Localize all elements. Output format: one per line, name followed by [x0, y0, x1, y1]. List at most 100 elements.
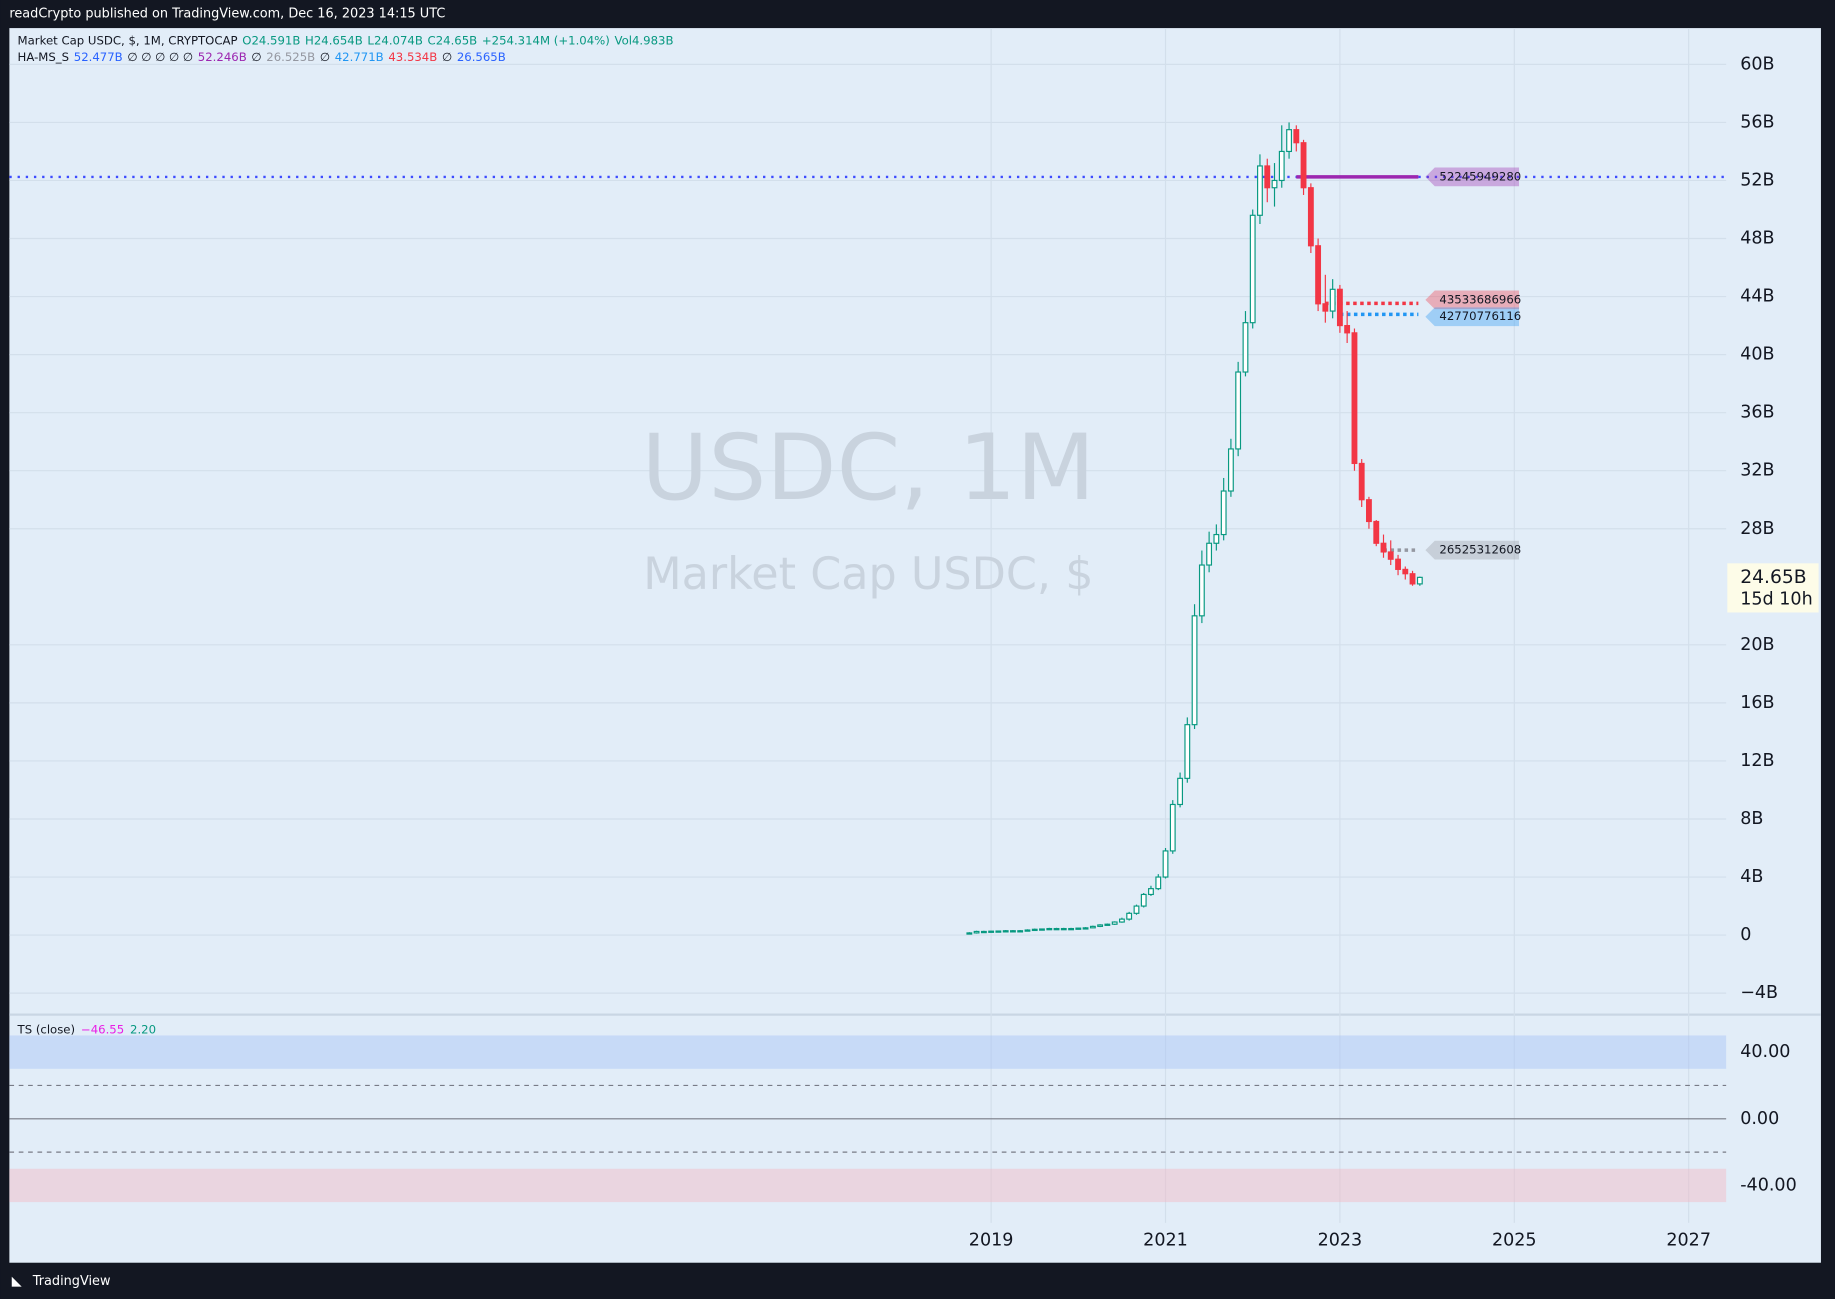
candle-body	[1140, 893, 1147, 907]
candle-body	[1351, 332, 1358, 465]
legend-item: ∅	[251, 50, 261, 64]
y-tick-label: 8B	[1740, 809, 1763, 829]
level-tag	[1425, 167, 1520, 187]
legend-item: L24.074B	[367, 33, 422, 47]
legend-item: C24.65B	[428, 33, 478, 47]
y-tick-label: −4B	[1740, 983, 1778, 1003]
y-tick-label: 16B	[1740, 693, 1774, 713]
candle-body	[1169, 803, 1176, 852]
osc-band	[9, 1168, 1727, 1203]
candle-body	[1358, 462, 1365, 501]
x-tick-label: 2025	[1492, 1230, 1537, 1250]
y-tick-label: 20B	[1740, 635, 1774, 655]
y-tick-label: 52B	[1740, 170, 1774, 190]
legend-item: Market Cap USDC, $, 1M, CRYPTOCAP	[18, 33, 238, 47]
legend-item: Vol4.983B	[615, 33, 674, 47]
candle-body	[1133, 905, 1140, 914]
candle-body	[1206, 542, 1213, 566]
y-tick-label: 36B	[1740, 403, 1774, 423]
price-tag	[1727, 563, 1819, 613]
candle-body	[1010, 930, 1016, 933]
candle-body	[966, 932, 973, 935]
candle-body	[1329, 288, 1336, 312]
legend-item: HA-MS_S	[18, 50, 70, 64]
candle-body	[1307, 187, 1314, 247]
candle-body	[1416, 576, 1423, 585]
publisher: readCrypto published on TradingView.com,…	[9, 7, 445, 22]
legend-item: O24.591B	[242, 33, 300, 47]
y-tick-label: 40B	[1740, 345, 1774, 365]
osc-tick-label: 0.00	[1740, 1109, 1779, 1129]
level-label: 42770776116	[1439, 309, 1521, 323]
candle-body	[1366, 499, 1372, 523]
candle-body	[1257, 165, 1263, 216]
level-tag	[1425, 290, 1520, 310]
legend-item: 26.565B	[457, 50, 506, 64]
candle-body	[988, 930, 995, 933]
candle-body	[1031, 928, 1038, 932]
osc-tick-label: -40.00	[1740, 1175, 1797, 1195]
candle-body	[1387, 551, 1394, 560]
candle-body	[1409, 573, 1416, 585]
candle-body	[1075, 927, 1082, 930]
candle-body	[1126, 912, 1133, 920]
candle-body	[1227, 448, 1234, 492]
candle-body	[1278, 150, 1285, 182]
candle-body	[1104, 923, 1111, 926]
candle-body	[1249, 214, 1256, 324]
x-tick-label: 2023	[1318, 1230, 1363, 1250]
candle-body	[1402, 568, 1409, 575]
y-tick-label: 60B	[1740, 54, 1774, 74]
osc-reading: −46.55	[81, 1022, 124, 1036]
candle-body	[1082, 927, 1089, 930]
candle-body	[1315, 245, 1322, 305]
watermark-sub: Market Cap USDC, $	[643, 549, 1093, 600]
candle-body	[973, 930, 980, 934]
footer: TradingView	[32, 1274, 111, 1289]
legend-item: ∅	[442, 50, 452, 64]
y-tick-label: 48B	[1740, 229, 1774, 249]
level-label: 43533686966	[1439, 292, 1521, 306]
legend-item: H24.654B	[305, 33, 363, 47]
osc-reading: 2.20	[130, 1022, 156, 1036]
candle-body	[1344, 324, 1351, 334]
candle-body	[1191, 615, 1198, 726]
candle-body	[1002, 930, 1009, 933]
candle-body	[1089, 925, 1096, 929]
y-tick-label: 12B	[1740, 751, 1774, 771]
y-tick-label: 28B	[1740, 519, 1774, 539]
y-tick-label: 4B	[1740, 867, 1763, 887]
legend-item: 52.477B	[74, 50, 123, 64]
candle-body	[1162, 850, 1169, 878]
candle-body	[1242, 322, 1249, 373]
legend-item: 52.246B	[198, 50, 247, 64]
legend-item: 43.534B	[388, 50, 437, 64]
price-label: 24.65B	[1740, 567, 1806, 588]
y-tick-label: 56B	[1740, 112, 1774, 132]
level-tag	[1425, 307, 1520, 327]
candle-body	[1235, 371, 1242, 450]
x-tick-label: 2021	[1143, 1230, 1188, 1250]
plot: −4B 0 4B 8B 12B 16B 20B 28B 32B 36B 40B 44B 48B 52B 56…	[9, 28, 1819, 1250]
candle-body	[1271, 179, 1278, 189]
candle-body	[1213, 533, 1220, 544]
candle-body	[1264, 165, 1271, 189]
candle-body	[1060, 927, 1067, 931]
candle-body	[1300, 142, 1307, 189]
watermark: USDC, 1M	[642, 414, 1096, 521]
y-tick-label: 0	[1740, 925, 1751, 945]
candle-body	[1286, 129, 1292, 153]
y-tick-label: 44B	[1740, 287, 1774, 307]
x-tick-label: 2027	[1666, 1230, 1711, 1250]
candle-body	[1148, 888, 1154, 896]
candle-body	[1053, 927, 1060, 931]
y-tick-label: 32B	[1740, 461, 1774, 481]
candle-body	[1046, 927, 1053, 931]
candle-body	[1118, 918, 1125, 923]
candle-body	[1039, 928, 1045, 931]
candle-body	[1336, 288, 1343, 327]
osc-title: TS (close)	[17, 1022, 76, 1036]
candle-body	[1111, 921, 1118, 925]
countdown: 15d 10h	[1740, 590, 1813, 610]
candle-body	[1017, 930, 1024, 933]
